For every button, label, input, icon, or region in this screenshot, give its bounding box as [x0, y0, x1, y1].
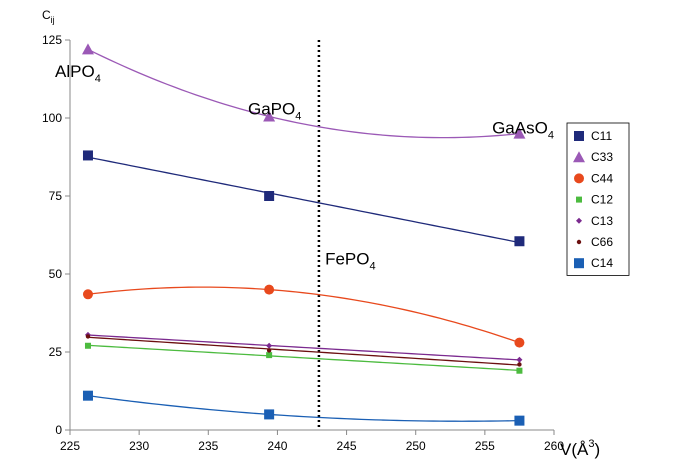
- series-line-c33: [87, 48, 520, 139]
- legend-label-c44: C44: [591, 171, 613, 185]
- legend-label-c13: C13: [591, 214, 613, 228]
- legend-marker-c66: [576, 239, 582, 245]
- legend-marker-c13: [576, 217, 582, 224]
- legend-label-c11: C11: [591, 129, 612, 143]
- fit-curves: [87, 48, 520, 422]
- y-tick-label: 50: [49, 267, 63, 281]
- series-line-c13: [87, 334, 520, 361]
- y-tick-label: 0: [55, 423, 62, 437]
- data-point-c33: [81, 43, 94, 55]
- y-axis-label: Cij: [42, 8, 55, 25]
- legend-marker-c44: [574, 173, 584, 184]
- legend-label-c12: C12: [591, 193, 613, 207]
- data-point-c12: [84, 342, 91, 349]
- series-line-c11: [87, 156, 520, 244]
- legend: C11 C33 C44 C12 C13 C66 C14: [566, 122, 630, 276]
- data-point-c11: [514, 236, 525, 247]
- legend-marker-c11: [574, 131, 584, 141]
- y-tick-label: 125: [42, 33, 62, 47]
- data-point-c14: [264, 409, 275, 420]
- x-tick-label: 235: [198, 439, 218, 453]
- series-line-c14: [87, 395, 520, 422]
- data-point-c11: [264, 191, 275, 201]
- x-axis-label-sup: 3: [588, 438, 594, 450]
- data-point-c33: [263, 110, 276, 122]
- annotation-label: GaAsO4: [492, 118, 554, 141]
- data-point-c12: [266, 352, 273, 359]
- legend-marker-c14: [574, 258, 584, 269]
- data-point-c13: [266, 342, 273, 349]
- x-tick-label: 255: [475, 439, 495, 453]
- series-line-c12: [87, 344, 520, 372]
- data-point-c13: [516, 356, 523, 363]
- y-axis-label-sub: ij: [51, 15, 55, 25]
- data-points: [81, 43, 526, 426]
- y-tick-label: 75: [49, 189, 63, 203]
- legend-marker-c33: [573, 151, 585, 163]
- data-point-c44: [514, 337, 525, 348]
- series-line-c44: [87, 286, 520, 344]
- legend-label-c14: C14: [591, 256, 613, 270]
- x-tick-label: 240: [267, 439, 287, 453]
- legend-label-c33: C33: [591, 150, 613, 164]
- data-point-c66: [266, 348, 272, 353]
- data-point-c11: [82, 150, 93, 161]
- data-point-c12: [516, 367, 523, 374]
- data-point-c44: [82, 289, 93, 300]
- y-tick-label: 25: [49, 345, 63, 359]
- data-point-c14: [514, 415, 525, 426]
- data-point-c44: [264, 284, 275, 295]
- annotation-label: FePO4: [325, 249, 376, 272]
- x-tick-label: 250: [406, 439, 426, 453]
- x-tick-label: 225: [60, 439, 80, 453]
- x-tick-label: 260: [544, 439, 564, 453]
- data-point-c14: [82, 390, 93, 401]
- x-tick-label: 230: [129, 439, 149, 453]
- legend-label-c66: C66: [591, 235, 613, 249]
- annotation-label: AlPO4: [55, 62, 101, 85]
- data-point-c66: [85, 334, 91, 339]
- axes: [65, 39, 555, 435]
- series-line-c66: [87, 336, 520, 366]
- y-tick-label: 100: [42, 111, 62, 125]
- legend-marker-c12: [576, 196, 582, 203]
- tick-labels: 0 25 50 75 100 125 225 230 235 240 245 250 255 260: [42, 33, 564, 453]
- x-tick-label: 245: [337, 439, 357, 453]
- x-axis-label: V(Å3): [560, 438, 600, 459]
- annotation-label: GaPO4: [248, 100, 301, 123]
- annotations: AlPO4 GaPO4 GaAsO4 FePO4: [55, 62, 554, 272]
- data-point-c33: [513, 127, 526, 139]
- data-point-c66: [517, 362, 522, 367]
